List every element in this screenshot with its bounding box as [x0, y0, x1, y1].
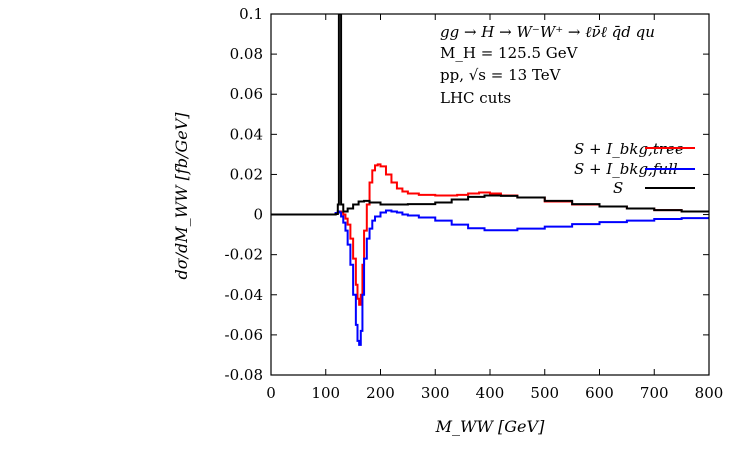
legend-label-tree: S + I_bkg,tree	[574, 140, 684, 158]
y-tick-label: 0.1	[239, 5, 263, 23]
annotation-cuts: LHC cuts	[440, 89, 511, 107]
x-tick-label: 400	[476, 384, 505, 402]
y-tick-label: 0	[253, 206, 263, 224]
legend: S + I_bkg,tree S + I_bkg,full S	[574, 140, 695, 197]
y-tick-label: 0.08	[230, 45, 263, 63]
x-tick-label: 100	[311, 384, 340, 402]
y-axis-label: dσ/dM_WW [fb/GeV]	[172, 112, 191, 280]
x-tick-label: 0	[266, 384, 276, 402]
x-tick-label: 600	[585, 384, 614, 402]
x-tick-label: 700	[640, 384, 669, 402]
annotation-energy: pp, √s = 13 TeV	[440, 66, 562, 84]
y-tick-label: 0.06	[230, 85, 263, 103]
x-tick-label: 800	[695, 384, 724, 402]
y-tick-label: -0.04	[225, 286, 263, 304]
legend-label-signal: S	[613, 179, 623, 197]
series-line-s-plus-i-tree	[271, 163, 709, 306]
y-tick-label: 0.04	[230, 125, 263, 143]
y-tick-label: -0.08	[225, 366, 263, 384]
y-tick-label: -0.02	[225, 246, 263, 264]
x-axis-label: M_WW [GeV]	[435, 417, 545, 436]
x-tick-label: 200	[366, 384, 395, 402]
x-tick-label: 500	[530, 384, 559, 402]
annotation-block: gg → H → W⁻W⁺ → ℓν̄ℓ q̄d qu M_H = 125.5 …	[440, 23, 655, 107]
legend-label-full: S + I_bkg,full	[574, 160, 678, 178]
annotation-higgs-mass: M_H = 125.5 GeV	[440, 44, 579, 62]
series-line-s-plus-i-full	[271, 209, 709, 346]
x-tick-label: 300	[421, 384, 450, 402]
annotation-process: gg → H → W⁻W⁺ → ℓν̄ℓ q̄d qu	[440, 23, 655, 41]
series-line-s	[271, 14, 709, 216]
y-tick-label: 0.02	[230, 165, 263, 183]
y-tick-label: -0.06	[225, 326, 263, 344]
